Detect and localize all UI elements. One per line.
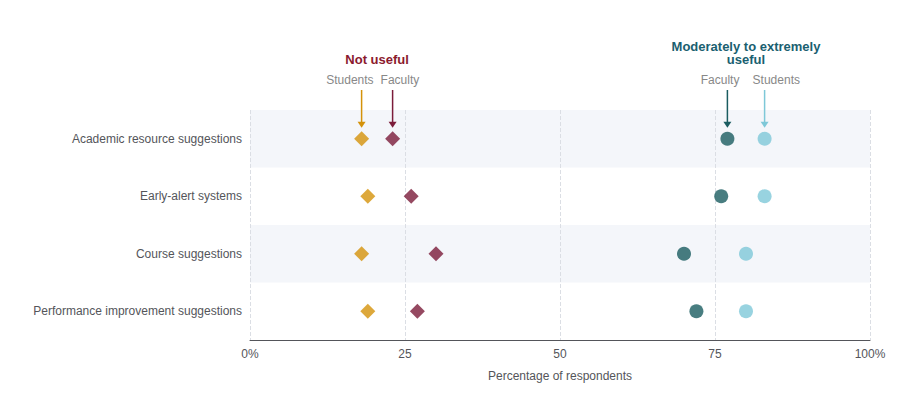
- svg-text:Performance improvement sugges: Performance improvement suggestions: [33, 304, 242, 318]
- svg-text:25: 25: [398, 347, 412, 361]
- svg-text:Students: Students: [753, 73, 800, 87]
- svg-text:Course suggestions: Course suggestions: [136, 247, 242, 261]
- svg-text:50: 50: [553, 347, 567, 361]
- svg-text:100%: 100%: [855, 347, 886, 361]
- svg-text:0%: 0%: [241, 347, 259, 361]
- svg-text:useful: useful: [727, 52, 765, 67]
- svg-text:Percentage of respondents: Percentage of respondents: [488, 369, 632, 383]
- svg-text:Faculty: Faculty: [701, 73, 740, 87]
- svg-text:Students: Students: [326, 73, 373, 87]
- svg-text:Not useful: Not useful: [345, 52, 409, 67]
- svg-text:Faculty: Faculty: [381, 73, 420, 87]
- svg-text:Early-alert systems: Early-alert systems: [140, 189, 242, 203]
- svg-text:Moderately to extremely: Moderately to extremely: [671, 39, 821, 54]
- svg-text:75: 75: [708, 347, 722, 361]
- svg-text:Academic resource suggestions: Academic resource suggestions: [72, 132, 242, 146]
